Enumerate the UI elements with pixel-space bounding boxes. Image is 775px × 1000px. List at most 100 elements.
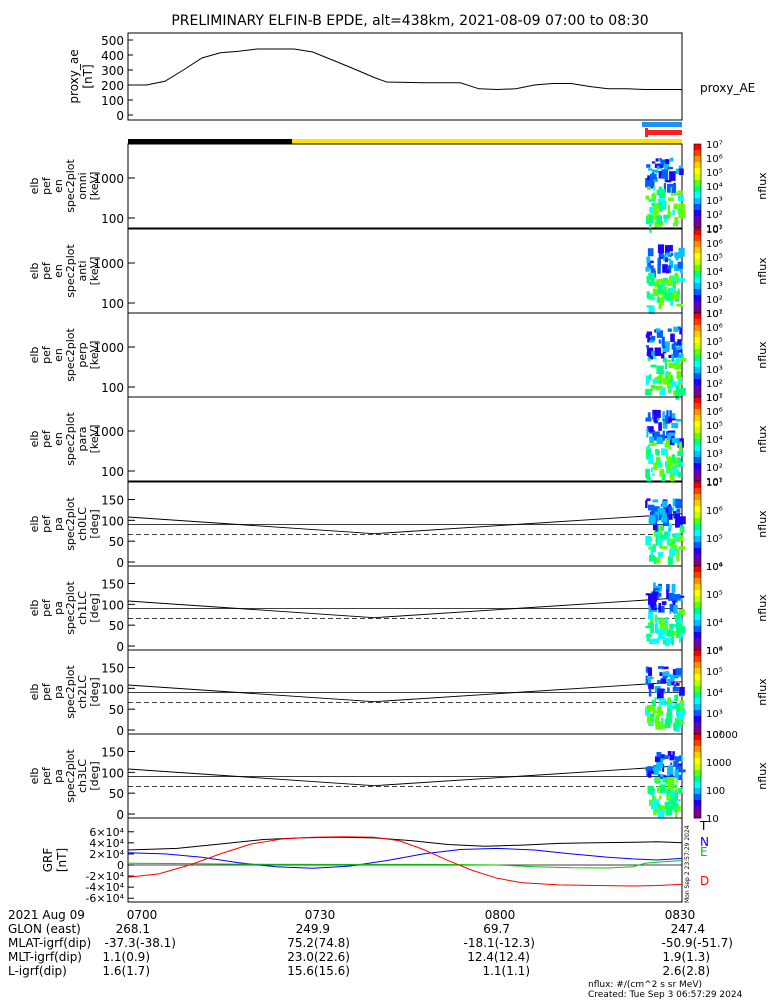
glon-value-1: 249.9 [296, 922, 330, 936]
energy-ylabel: para [76, 427, 89, 452]
energy-spectrogram-cell [668, 354, 672, 358]
energy-spectrogram-cell [674, 272, 679, 277]
pitch-ylabel: spec2plot [64, 665, 77, 719]
pitch-ylabel: pef [40, 682, 53, 701]
energy-spectrogram-cell [645, 377, 649, 386]
energy-spectrogram-cell [666, 378, 670, 389]
energy-spectrogram-cell [670, 252, 674, 256]
energy-spectrogram-cell [659, 469, 664, 477]
energy-spectrogram-cell [649, 374, 652, 381]
pitch-spectrogram-cell [670, 624, 678, 628]
grf-series-N [127, 847, 683, 869]
energy-panel-colorbar-cell [694, 451, 701, 458]
energy-spectrogram-cell [651, 356, 657, 359]
energy-spectrogram-cell [646, 427, 649, 438]
energy-spectrogram-cell [654, 282, 657, 288]
energy-spectrogram-cell [671, 413, 676, 419]
energy-panel-frame [127, 143, 683, 229]
energy-spectrogram-cell [676, 346, 681, 351]
energy-ylabel: [keV] [88, 425, 101, 454]
energy-spectrogram-cell [657, 159, 661, 162]
pitch-ylabel: [deg] [88, 761, 101, 790]
pitch-panel-colorbar-cell [694, 794, 701, 801]
energy-panel-colorbar-label: 10¹ [706, 393, 723, 404]
energy-spectrogram-cell [649, 206, 654, 213]
energy-panel-colorbar-cell [694, 265, 701, 272]
pitch-spectrogram-cell [677, 774, 683, 780]
energy-ylabel: omni [76, 172, 89, 199]
energy-ylabel: pef [40, 345, 53, 364]
proxy-ae-ylabel-unit: [nT] [81, 64, 95, 88]
pitch-spectrogram-cell [646, 704, 653, 712]
energy-spectrogram-cell [650, 384, 654, 391]
energy-spectrogram-cell [675, 256, 679, 261]
pitch-spectrogram-cell [668, 674, 674, 677]
pitch-ytick-label: 150 [101, 662, 124, 676]
pitch-spectrogram-cell [675, 703, 680, 712]
energy-spectrogram-cell [673, 341, 678, 347]
energy-spectrogram-cell [668, 362, 675, 368]
energy-spectrogram-cell [650, 467, 653, 473]
energy-panel-colorbar-label: 10³ [706, 281, 723, 292]
pitch-panel-colorbar-cell [694, 668, 701, 675]
energy-spectrogram-cell [671, 353, 674, 362]
energy-spectrogram-cell [650, 293, 655, 300]
energy-spectrogram-cell [662, 419, 668, 429]
pitch-spectrogram-cell [672, 686, 680, 692]
pitch-spectrogram-cell [671, 706, 677, 709]
energy-panel-colorbar-cell [694, 253, 701, 260]
pitch-spectrogram-cell [666, 678, 673, 682]
pitch-spectrogram-cell [657, 688, 664, 699]
pitch-panel-colorbar-cell [694, 806, 701, 813]
pitch-spectrogram-cell [652, 607, 657, 611]
energy-ylabel: anti [76, 260, 89, 281]
energy-spectrogram-cell [672, 281, 676, 291]
energy-spectrogram-cell [659, 389, 665, 396]
pitch-panel-colorbar-cell [694, 776, 701, 783]
pitch-panel-colorbar-cell [694, 506, 701, 513]
energy-panel-colorbar-cell [694, 229, 701, 236]
energy-spectrogram-cell [646, 450, 651, 457]
pitch-panel-colorbar-cell [694, 536, 701, 543]
energy-spectrogram-cell [661, 473, 665, 483]
pitch-spectrogram-cell [653, 588, 660, 591]
pitch-spectrogram-cell [658, 628, 664, 638]
energy-panel-3: 100 1000 elb pef en spec2plot perp [keV] 10¹ 10² 1… [28, 309, 769, 404]
pitch-spectrogram-cell [655, 777, 660, 781]
energy-spectrogram-cell [648, 293, 652, 300]
energy-panel-colorbar-cell [694, 349, 701, 356]
energy-panel-colorbar-label: 10⁴ [706, 182, 723, 193]
pitch-spectrogram-cell [652, 505, 655, 515]
energy-panel-colorbar-label: 10⁵ [706, 168, 723, 179]
pitch-spectrogram-cell [672, 510, 677, 514]
l-value-3: 2.6(2.8) [662, 964, 710, 978]
pitch-spectrogram-cell [667, 700, 673, 709]
pitch-spectrogram-cell [679, 721, 685, 725]
energy-spectrogram-cell [676, 303, 683, 307]
energy-panel-colorbar-cell [694, 337, 701, 344]
energy-spectrogram-cell [656, 366, 664, 374]
energy-spectrogram-cell [659, 163, 664, 168]
energy-spectrogram-cell [661, 296, 664, 304]
mlt-value-2: 12.4(12.4) [467, 950, 530, 964]
energy-ylabel: elb [28, 431, 41, 448]
energy-ytick-label: 100 [101, 381, 124, 395]
pitch-spectrogram-cell [679, 755, 683, 762]
energy-spectrogram-cell [659, 297, 664, 306]
pitch-spectrogram-cell [657, 785, 660, 793]
pitch-panel-colorbar-cell [694, 590, 701, 597]
energy-spectrogram-cell [660, 159, 668, 165]
pitch-spectrogram-cell [652, 499, 659, 503]
energy-spectrogram-cell [678, 326, 681, 330]
energy-spectrogram-cell [652, 204, 659, 215]
energy-spectrogram-cell [666, 269, 670, 274]
pitch-ylabel: pa [52, 769, 65, 783]
energy-panel-colorbar-cell [694, 216, 701, 223]
energy-panel-colorbar-cell [694, 168, 701, 175]
pitch-spectrogram-cell [648, 770, 654, 774]
energy-spectrogram-cell [658, 422, 662, 431]
pitch-spectrogram-cell [662, 724, 665, 729]
energy-spectrogram-cell [663, 277, 669, 283]
pitch-spectrogram-cell [657, 552, 664, 558]
